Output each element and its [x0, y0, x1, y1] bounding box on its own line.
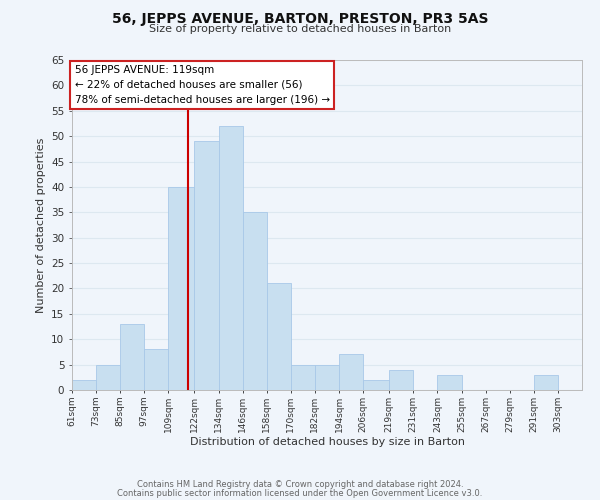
Bar — [169, 187, 194, 390]
Text: 56 JEPPS AVENUE: 119sqm
← 22% of detached houses are smaller (56)
78% of semi-de: 56 JEPPS AVENUE: 119sqm ← 22% of detache… — [74, 65, 329, 104]
Bar — [339, 354, 363, 390]
Text: Contains HM Land Registry data © Crown copyright and database right 2024.: Contains HM Land Registry data © Crown c… — [137, 480, 463, 489]
Bar — [363, 380, 389, 390]
Y-axis label: Number of detached properties: Number of detached properties — [35, 138, 46, 312]
Bar — [120, 324, 144, 390]
X-axis label: Distribution of detached houses by size in Barton: Distribution of detached houses by size … — [190, 438, 464, 448]
Text: Contains public sector information licensed under the Open Government Licence v3: Contains public sector information licen… — [118, 488, 482, 498]
Bar — [218, 126, 242, 390]
Bar — [267, 284, 291, 390]
Bar — [291, 364, 315, 390]
Bar — [437, 375, 461, 390]
Text: 56, JEPPS AVENUE, BARTON, PRESTON, PR3 5AS: 56, JEPPS AVENUE, BARTON, PRESTON, PR3 5… — [112, 12, 488, 26]
Bar — [242, 212, 267, 390]
Bar — [72, 380, 96, 390]
Bar — [534, 375, 558, 390]
Bar — [96, 364, 120, 390]
Bar — [194, 141, 218, 390]
Text: Size of property relative to detached houses in Barton: Size of property relative to detached ho… — [149, 24, 451, 34]
Bar — [315, 364, 339, 390]
Bar — [144, 350, 169, 390]
Bar — [389, 370, 413, 390]
